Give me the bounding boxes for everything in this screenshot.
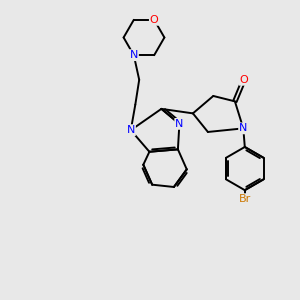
Text: O: O [239,75,248,85]
Text: O: O [150,15,159,25]
Text: Br: Br [239,194,251,204]
Text: N: N [175,119,184,129]
Text: N: N [127,125,135,135]
Text: N: N [239,123,248,134]
Text: N: N [130,50,138,60]
